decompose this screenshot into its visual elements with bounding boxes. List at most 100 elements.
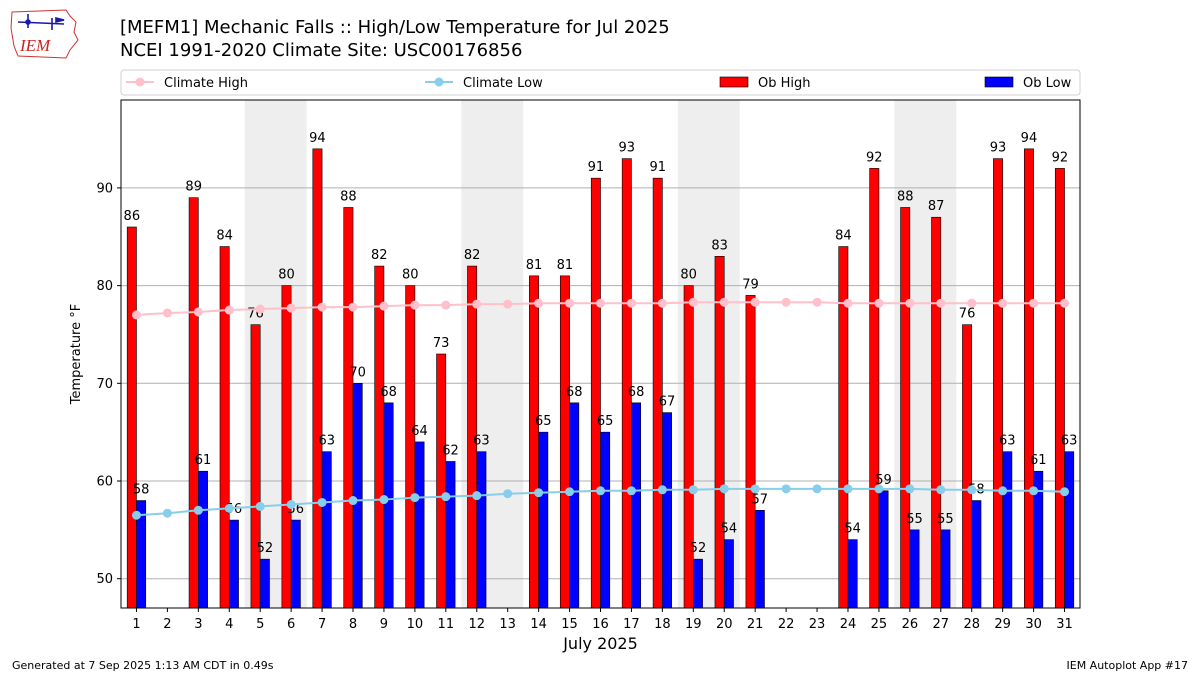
y-tick-label: 70 <box>96 377 113 392</box>
climate-high-point <box>688 297 698 307</box>
ob-low-bar <box>290 519 301 609</box>
x-tick-label: 29 <box>994 617 1011 632</box>
x-tick-label: 16 <box>592 617 609 632</box>
ob-high-label: 81 <box>557 258 574 273</box>
ob-high-label: 88 <box>340 189 357 204</box>
legend-label: Climate High <box>164 76 248 91</box>
climate-low-point <box>131 510 141 520</box>
ob-high-bar <box>590 177 601 609</box>
x-tick-label: 14 <box>530 617 547 632</box>
ob-high-label: 76 <box>959 307 976 322</box>
ob-low-bar <box>321 451 332 609</box>
climate-low-point <box>224 503 234 513</box>
ob-low-label: 65 <box>597 414 614 429</box>
ob-low-bar <box>971 500 982 609</box>
ob-low-bar <box>198 470 208 609</box>
climate-high-point <box>286 303 296 313</box>
ob-low-bar <box>847 539 858 609</box>
climate-high-point <box>317 302 327 312</box>
x-tick-label: 5 <box>256 617 264 632</box>
ob-high-label: 94 <box>1021 131 1038 146</box>
climate-high-point <box>255 304 265 314</box>
x-tick-label: 8 <box>349 617 357 632</box>
chart-subtitle: NCEI 1991-2020 Climate Site: USC00176856 <box>120 40 523 61</box>
ob-low-bar <box>662 412 672 609</box>
ob-low-label: 55 <box>906 512 923 527</box>
ob-high-label: 79 <box>742 277 759 292</box>
ob-high-label: 80 <box>402 268 419 283</box>
ob-high-bar <box>621 158 632 609</box>
climate-low-point <box>472 491 482 501</box>
ob-high-label: 91 <box>588 160 605 175</box>
ob-high-label: 87 <box>928 199 945 214</box>
climate-high-point <box>874 298 884 308</box>
x-tick-label: 15 <box>561 617 578 632</box>
climate-low-point <box>348 496 358 506</box>
ob-high-label: 82 <box>464 248 481 263</box>
legend-marker <box>434 77 444 87</box>
climate-low-point <box>565 487 575 497</box>
x-tick-label: 28 <box>963 617 980 632</box>
x-tick-label: 6 <box>287 617 295 632</box>
climate-high-point <box>998 298 1008 308</box>
x-tick-label: 13 <box>499 617 516 632</box>
climate-high-point <box>843 298 853 308</box>
legend-bar-swatch <box>719 76 749 88</box>
x-tick-label: 30 <box>1025 617 1042 632</box>
ob-high-bar <box>559 275 570 609</box>
climate-high-point <box>596 298 605 308</box>
ob-low-label: 63 <box>1061 434 1078 449</box>
ob-high-bar <box>993 158 1003 609</box>
x-tick-label: 11 <box>438 617 455 632</box>
weather-station-icon <box>17 14 65 30</box>
climate-high-point <box>1060 298 1070 308</box>
climate-high-point <box>967 298 977 308</box>
ob-low-label: 62 <box>442 443 459 458</box>
climate-high-point <box>626 298 636 308</box>
ob-high-label: 84 <box>216 229 233 244</box>
ob-low-label: 65 <box>535 414 552 429</box>
climate-high-point <box>534 298 544 308</box>
ob-low-bar <box>538 431 549 609</box>
legend-label: Climate Low <box>463 76 543 91</box>
ob-high-bar <box>900 207 911 609</box>
climate-high-point <box>162 308 172 318</box>
climate-high-point <box>348 302 358 312</box>
ob-high-label: 88 <box>897 189 914 204</box>
ob-low-label: 63 <box>318 434 335 449</box>
ob-high-bar <box>1024 148 1034 609</box>
climate-low-point <box>1029 486 1039 496</box>
climate-high-point <box>750 297 760 307</box>
ob-high-bar <box>405 285 416 609</box>
ob-low-label: 63 <box>999 434 1016 449</box>
ob-high-label: 81 <box>526 258 543 273</box>
ob-low-bar <box>352 383 363 609</box>
climate-low-point <box>905 484 915 494</box>
climate-low-point <box>812 484 822 494</box>
climate-low-point <box>1060 487 1070 497</box>
ob-high-label: 91 <box>649 160 666 175</box>
iem-logo: IEM <box>10 9 79 59</box>
ob-low-label: 63 <box>473 434 490 449</box>
ob-low-label: 57 <box>752 492 769 507</box>
x-tick-label: 19 <box>685 617 702 632</box>
ob-high-bar <box>436 353 447 609</box>
climate-high-point <box>193 307 203 317</box>
climate-low-point <box>998 486 1008 496</box>
climate-low-point <box>596 486 605 496</box>
ob-high-bar <box>529 275 539 609</box>
ob-low-bar <box>383 402 394 609</box>
ob-low-label: 54 <box>844 522 861 537</box>
climate-low-point <box>317 497 327 507</box>
climate-low-point <box>534 488 544 498</box>
ob-low-bar <box>445 461 456 609</box>
ob-low-label: 61 <box>195 453 212 468</box>
ob-low-bar <box>259 558 270 609</box>
x-tick-label: 26 <box>902 617 919 632</box>
climate-low-point <box>688 485 698 495</box>
logo-text: IEM <box>19 36 51 55</box>
climate-low-point <box>626 486 636 496</box>
ob-low-bar <box>1064 451 1075 609</box>
ob-high-bar <box>962 324 973 609</box>
climate-low-point <box>657 485 667 495</box>
